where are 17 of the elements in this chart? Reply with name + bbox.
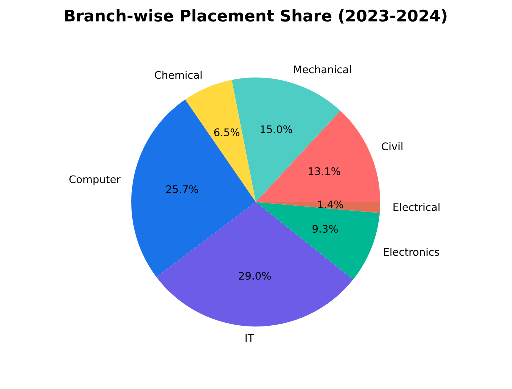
pie-slice — [156, 202, 354, 327]
data-label: 25.7% — [166, 186, 198, 194]
pie-slice — [256, 111, 380, 202]
data-label: 6.5% — [214, 128, 240, 136]
slice-label: IT — [246, 334, 254, 342]
slice-label: Mechanical — [294, 66, 352, 74]
data-label: 29.0% — [239, 272, 272, 280]
data-label: 15.0% — [260, 126, 292, 134]
slice-label: Computer — [70, 176, 121, 186]
chart-title: Branch-wise Placement Share (2023-2024) — [65, 10, 447, 24]
slice-label: Chemical — [155, 71, 202, 80]
data-label: 1.4% — [318, 200, 344, 209]
slice-label: Electrical — [394, 203, 440, 212]
data-label: 9.3% — [312, 225, 338, 234]
slice-label: Electronics — [384, 248, 440, 256]
data-label: 13.1% — [309, 168, 340, 176]
slice-label: Civil — [382, 142, 403, 151]
